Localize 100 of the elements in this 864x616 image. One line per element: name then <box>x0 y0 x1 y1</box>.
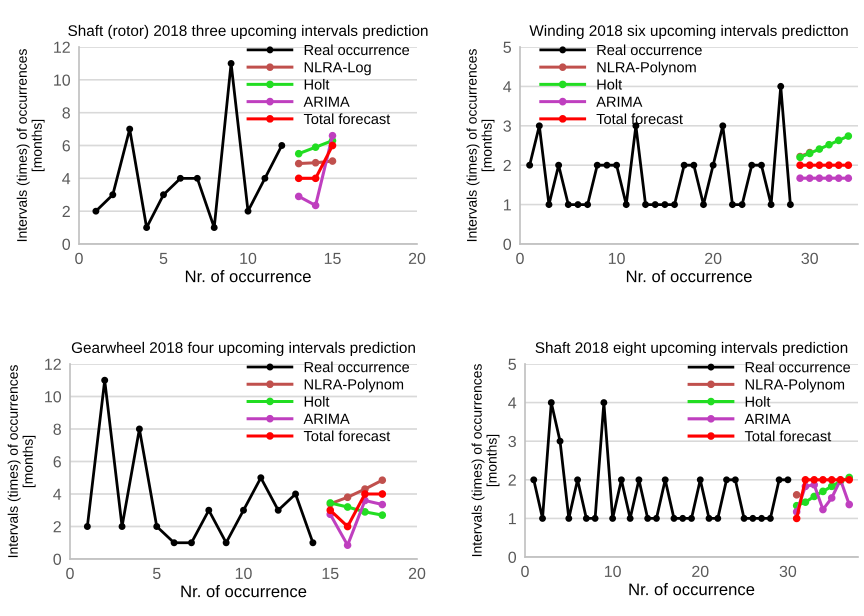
point <box>344 522 352 530</box>
x-tick-label: 5 <box>160 252 168 264</box>
point <box>834 174 843 182</box>
point <box>828 482 836 490</box>
legend-label: NLRA-Polynom <box>597 62 696 76</box>
legend-label: NLRA-Polynom <box>304 378 404 392</box>
point <box>92 208 100 215</box>
point <box>723 476 730 484</box>
point <box>361 508 369 516</box>
point <box>714 514 722 522</box>
legend-label: NLRA-Log <box>304 62 371 76</box>
x-tick-label: 30 <box>801 252 818 264</box>
y-axis-title: Intervals (times) of occurrences [months] <box>16 49 45 242</box>
point <box>584 201 592 208</box>
legend-label: Total forecast <box>304 113 390 124</box>
point <box>328 142 336 150</box>
point <box>378 490 386 498</box>
point <box>556 438 564 445</box>
point <box>766 514 774 522</box>
point <box>626 514 634 522</box>
x-axis-title: Nr. of occurrence <box>186 270 311 282</box>
x-tick-label: 10 <box>240 252 256 264</box>
legend-label: NLRA-Polynom <box>746 378 844 392</box>
point <box>261 174 268 182</box>
point <box>240 506 247 514</box>
x-tick-label: 20 <box>408 568 426 580</box>
point <box>700 201 707 208</box>
point <box>153 523 160 530</box>
legend-label: ARIMA <box>744 414 791 424</box>
point <box>758 162 765 169</box>
point <box>292 490 300 498</box>
point <box>706 514 712 522</box>
x-tick-label: 20 <box>408 252 426 264</box>
point <box>642 201 650 208</box>
point <box>816 161 824 170</box>
y-tick-label: 10 <box>54 74 70 86</box>
x-axis-title: Nr. of occurrence <box>181 585 306 598</box>
point <box>661 201 668 208</box>
chart-title: Winding 2018 six upcoming intervals predictton <box>529 24 848 40</box>
point <box>210 224 218 232</box>
point <box>825 161 833 170</box>
point <box>740 514 748 522</box>
legend-label: Real occurrence <box>597 44 702 56</box>
x-tick-label: 0 <box>521 566 529 578</box>
point <box>344 503 352 511</box>
point <box>160 191 167 198</box>
point <box>101 376 108 384</box>
point <box>574 476 582 484</box>
point <box>776 476 783 484</box>
point <box>828 476 836 484</box>
point <box>792 491 800 499</box>
point <box>228 60 235 67</box>
point <box>828 494 836 502</box>
point <box>526 162 534 169</box>
legend-label: ARIMA <box>596 96 642 107</box>
point <box>176 174 184 182</box>
legend-label: Real occurrence <box>304 362 410 372</box>
legend-label: Holt <box>597 78 622 90</box>
point <box>600 399 608 406</box>
point <box>844 132 852 140</box>
point <box>312 202 320 210</box>
legend-label: Real occurrence <box>304 44 410 56</box>
point <box>825 174 833 182</box>
point <box>768 201 775 208</box>
point <box>582 514 590 522</box>
x-tick-label: 15 <box>324 252 341 264</box>
y-tick-label: 4 <box>503 81 512 92</box>
point <box>312 158 320 167</box>
point <box>834 136 843 144</box>
y-tick-label: 0 <box>503 238 512 250</box>
x-tick-label: 15 <box>322 568 338 580</box>
point <box>816 145 824 153</box>
point <box>548 399 555 406</box>
point <box>680 162 688 169</box>
point <box>732 476 739 484</box>
point <box>378 511 386 519</box>
point <box>690 162 698 169</box>
point <box>810 476 818 484</box>
point <box>326 506 334 514</box>
point <box>728 201 736 208</box>
y-tick-label: 6 <box>54 456 61 468</box>
point <box>844 174 852 182</box>
point <box>126 126 134 133</box>
point <box>378 476 386 484</box>
point <box>696 476 704 484</box>
point <box>143 224 150 232</box>
point <box>845 476 854 484</box>
point <box>802 476 810 484</box>
point <box>188 539 195 546</box>
point <box>328 132 336 140</box>
legend-label: ARIMA <box>304 414 350 424</box>
x-axis-title: Nr. of occurrence <box>626 270 752 282</box>
point <box>806 174 814 182</box>
legend-label: Holt <box>746 396 770 407</box>
y-tick-label: 12 <box>45 358 61 370</box>
point <box>278 142 286 149</box>
x-tick-label: 30 <box>780 566 796 578</box>
point <box>777 82 784 90</box>
point <box>536 122 543 130</box>
point <box>688 514 695 522</box>
